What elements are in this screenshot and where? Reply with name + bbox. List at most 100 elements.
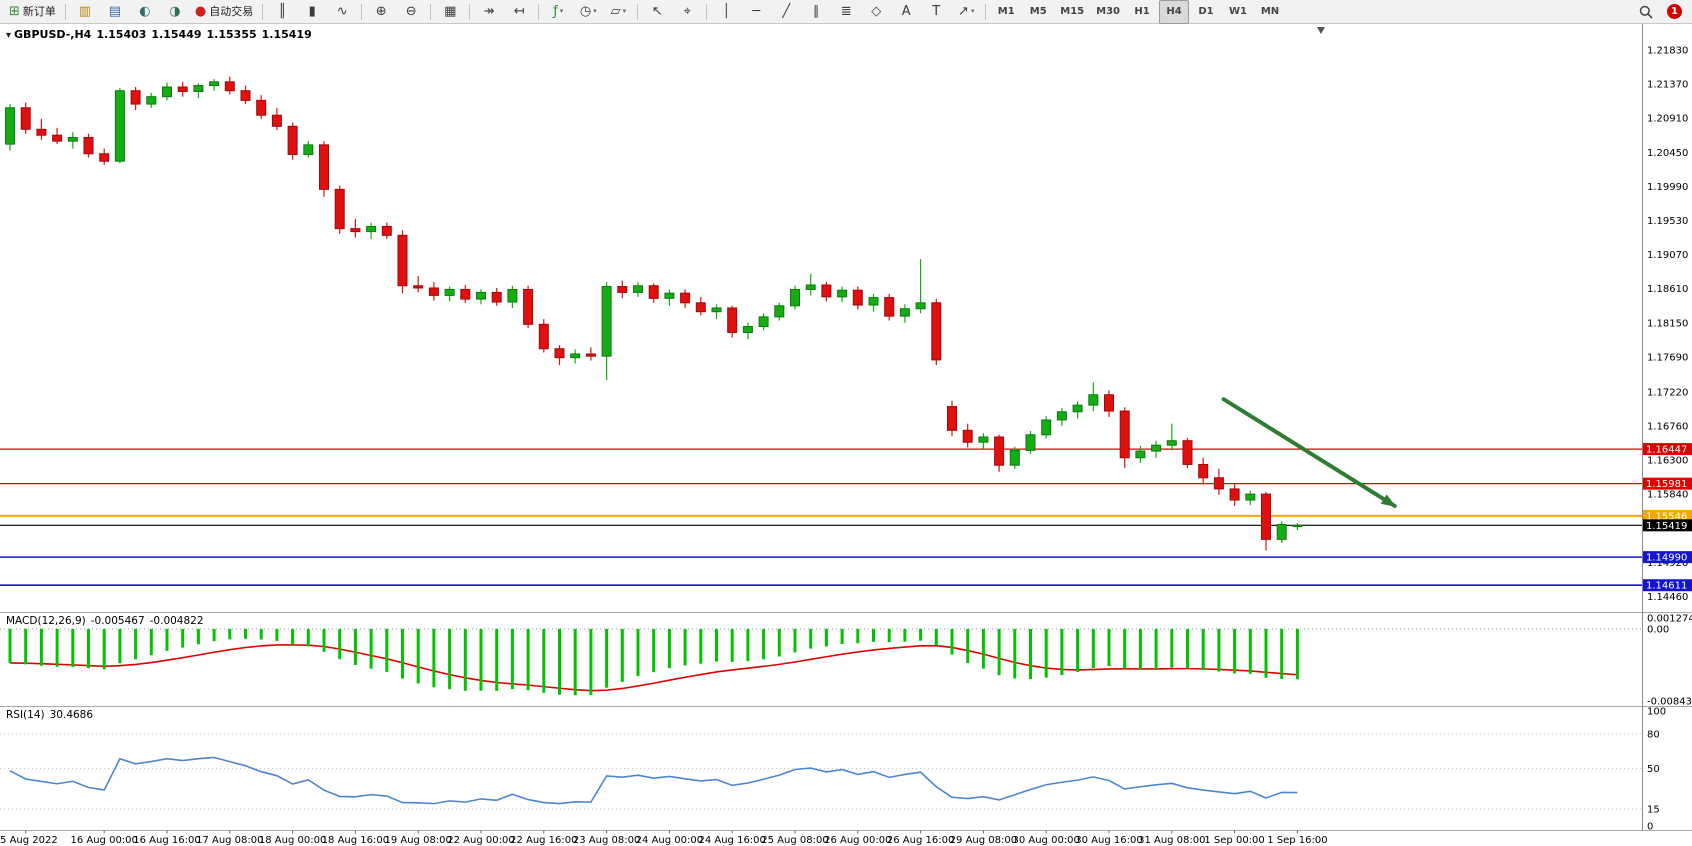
tile-windows-icon[interactable]: ▦ (436, 1, 464, 23)
navigator-icon[interactable]: ◐ (131, 1, 159, 23)
autotrading-button-label: 自动交易 (209, 5, 254, 18)
navigator-icon-glyph: ◐ (139, 4, 151, 19)
auto-scroll-icon[interactable]: ↠ (475, 1, 503, 23)
chart-shift-marker[interactable] (1316, 27, 1325, 34)
line-chart-icon[interactable]: ∿ (328, 1, 356, 23)
profiles-icon[interactable]: ▥ (71, 1, 99, 23)
time-tick-label: 26 Aug 16:00 (887, 835, 954, 846)
svg-text:1.15840: 1.15840 (1647, 490, 1688, 501)
timeframe-w1[interactable]: W1 (1223, 0, 1253, 24)
trendline-icon[interactable]: ╱ (772, 1, 800, 23)
timeframe-mn[interactable]: MN (1255, 0, 1285, 24)
price-badge-1.15419 (1643, 519, 1692, 532)
chart-menu-icon[interactable]: ▾ (6, 30, 12, 41)
search-icon[interactable] (1632, 1, 1660, 23)
svg-text:0.001274: 0.001274 (1647, 614, 1692, 625)
timeframe-m1[interactable]: M1 (991, 0, 1021, 24)
text-label-icon[interactable]: T (922, 1, 950, 23)
time-tick-label: 15 Aug 2022 (0, 835, 58, 846)
chart-shift-icon[interactable]: ↤ (505, 1, 533, 23)
time-tick-label: 16 Aug 00:00 (70, 835, 137, 846)
profiles-icon-glyph: ▥ (78, 4, 92, 19)
toolbar-separator (361, 3, 363, 20)
autotrading-button[interactable]: ● 自动交易 (191, 1, 257, 23)
time-tick-label: 16 Aug 16:00 (133, 835, 200, 846)
timeframe-d1[interactable]: D1 (1191, 0, 1221, 24)
timeframe-m5[interactable]: M5 (1023, 0, 1053, 24)
timeframe-m30[interactable]: M30 (1091, 0, 1125, 24)
crosshair-icon[interactable]: ⌖ (673, 1, 701, 23)
panel-frame (0, 24, 1692, 831)
rsi-indicator-label: RSI(14) 30.4686 (6, 709, 98, 721)
toolbar-separator (538, 3, 540, 20)
price-badge-1.14990 (1643, 551, 1692, 564)
shapes-icon[interactable]: ◇ (862, 1, 890, 23)
channel-icon[interactable]: ∥ (802, 1, 830, 23)
dropdown-caret-icon[interactable]: ▾ (593, 7, 597, 15)
horizontal-lines[interactable] (0, 448, 1642, 587)
price-badge-1.14611 (1643, 579, 1692, 592)
macd-value-signal: -0.004822 (149, 615, 204, 627)
text-icon[interactable]: A (892, 1, 920, 23)
rsi-axis: 100 80 50 15 0 (1647, 707, 1666, 833)
periods-icon[interactable]: ◷ ▾ (574, 1, 602, 23)
fibonacci-icon[interactable]: ≣ (832, 1, 860, 23)
indicators-icon-glyph: ƒ (553, 4, 558, 19)
indicators-icon[interactable]: ƒ ▾ (544, 1, 572, 23)
price-badge-1.15981 (1643, 477, 1692, 490)
horizontal-line-icon[interactable]: ─ (742, 1, 770, 23)
market-watch-icon-glyph: ▤ (108, 4, 122, 19)
timeframe-h1[interactable]: H1 (1127, 0, 1157, 24)
time-tick-label: 24 Aug 00:00 (636, 835, 703, 846)
time-tick-label: 31 Aug 08:00 (1138, 835, 1205, 846)
svg-text:1.14460: 1.14460 (1647, 592, 1688, 603)
arrows-icon-glyph: ↗ (958, 4, 969, 19)
chart-canvas[interactable]: 1.21830 1.21370 1.20910 1.20450 1.19990 1.195… (0, 24, 1692, 846)
templates-icon[interactable]: ▱ ▾ (604, 1, 632, 23)
cursor-icon[interactable]: ↖ (643, 1, 671, 23)
price-axis[interactable]: 1.21830 1.21370 1.20910 1.20450 1.19990 1.195… (1643, 45, 1692, 603)
macd-name: MACD(12,26,9) (6, 615, 86, 627)
timeframe-m15[interactable]: M15 (1055, 0, 1089, 24)
dropdown-caret-icon[interactable]: ▾ (559, 7, 564, 15)
channel-icon-glyph: ∥ (813, 4, 820, 19)
symbol-title: GBPUSD-,H4 (14, 28, 92, 41)
zoom-in-icon-glyph: ⊕ (375, 4, 387, 19)
dropdown-caret-icon[interactable]: ▾ (622, 7, 626, 15)
new-order-button[interactable]: ⊞ 新订单 (5, 1, 60, 23)
time-tick-label: 29 Aug 08:00 (950, 835, 1017, 846)
timeframe-mn-label: MN (1260, 5, 1280, 17)
ohlc-high: 1.15449 (151, 28, 202, 41)
notification-badge[interactable]: 1 (1667, 4, 1682, 19)
zoom-in-icon[interactable]: ⊕ (367, 1, 395, 23)
market-watch-icon[interactable]: ▤ (101, 1, 129, 23)
terminal-icon[interactable]: ◑ (161, 1, 189, 23)
trend-arrow-annotation[interactable] (1221, 397, 1400, 511)
time-tick-label: 17 Aug 08:00 (196, 835, 263, 846)
arrows-icon[interactable]: ↗ ▾ (952, 1, 980, 23)
toolbar-separator (430, 3, 432, 20)
vertical-line-icon[interactable]: │ (712, 1, 740, 23)
ohlc-close: 1.15419 (261, 28, 312, 41)
svg-text:1.20910: 1.20910 (1647, 114, 1688, 125)
svg-text:15: 15 (1647, 804, 1660, 815)
svg-text:1.21830: 1.21830 (1647, 45, 1688, 56)
svg-text:1.19990: 1.19990 (1647, 182, 1688, 193)
toolbar-separator (637, 3, 639, 20)
timeframe-h4[interactable]: H4 (1159, 0, 1189, 24)
dropdown-caret-icon[interactable]: ▾ (970, 7, 975, 15)
time-tick-label: 18 Aug 00:00 (259, 835, 326, 846)
chart-area[interactable]: 1.21830 1.21370 1.20910 1.20450 1.19990 1.195… (0, 24, 1692, 846)
price-badge-1.15546 (1643, 509, 1692, 522)
toolbar: ⊞ 新订单 ▥ ▤ ◐ ◑ ● 自动交易 ║ ▮ ∿ ⊕ ⊖ ▦ ↠ ↤ ƒ ▾ ◷ ▾ ▱ ▾ ↖ ⌖ │ ─ ╱ ∥ ≣ ◇ A T ↗ ▾ M… (0, 0, 1692, 24)
candlestick-chart-icon[interactable]: ▮ (298, 1, 326, 23)
zoom-out-icon[interactable]: ⊖ (397, 1, 425, 23)
macd-histogram (8, 628, 1299, 696)
timeframe-w1-label: W1 (1229, 5, 1247, 17)
svg-text:1.14920: 1.14920 (1647, 558, 1688, 569)
svg-text:1.16447: 1.16447 (1646, 445, 1687, 456)
line-chart-icon-glyph: ∿ (336, 4, 348, 19)
bar-chart-icon[interactable]: ║ (268, 1, 296, 23)
